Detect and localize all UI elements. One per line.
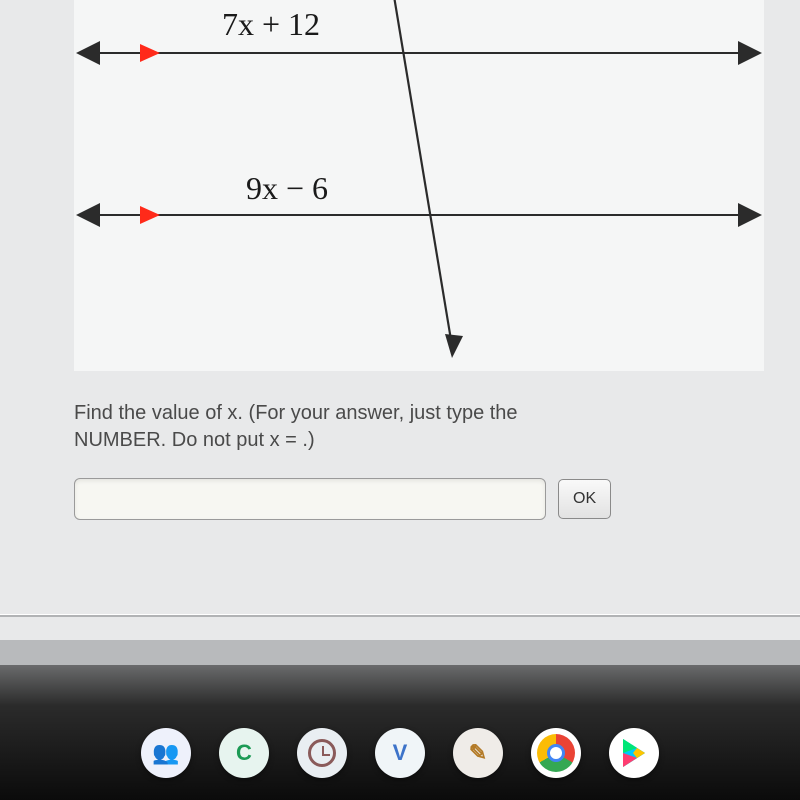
question-text: Find the value of x. (For your answer, j… (74, 400, 594, 454)
chrome-icon[interactable] (531, 728, 581, 778)
angle-expression-bottom: 9x − 6 (246, 170, 328, 207)
parallel-marker-2 (140, 206, 160, 224)
ok-button[interactable]: OK (558, 479, 611, 519)
question-line-1: Find the value of x. (For your answer, j… (74, 402, 518, 424)
angle-expression-top: 7x + 12 (222, 6, 320, 43)
clock-icon[interactable] (297, 728, 347, 778)
transversal-line (388, 0, 452, 346)
pen-app-icon[interactable]: ✎ (453, 728, 503, 778)
answer-input[interactable] (74, 478, 546, 520)
transversal-arrowhead (445, 334, 463, 358)
answer-row: OK (74, 478, 611, 520)
taskbar: 👥 C V ✎ (0, 718, 800, 788)
question-line-2: NUMBER. Do not put x = .) (74, 429, 315, 451)
diagram-svg (74, 0, 764, 371)
v-app-icon[interactable]: V (375, 728, 425, 778)
section-divider (0, 614, 800, 617)
c-app-icon[interactable]: C (219, 728, 269, 778)
teams-icon[interactable]: 👥 (141, 728, 191, 778)
quiz-page: 7x + 12 9x − 6 Find the value of x. (For… (0, 0, 800, 640)
parallel-marker-1 (140, 44, 160, 62)
play-store-icon[interactable] (609, 728, 659, 778)
geometry-diagram: 7x + 12 9x − 6 (74, 0, 764, 371)
